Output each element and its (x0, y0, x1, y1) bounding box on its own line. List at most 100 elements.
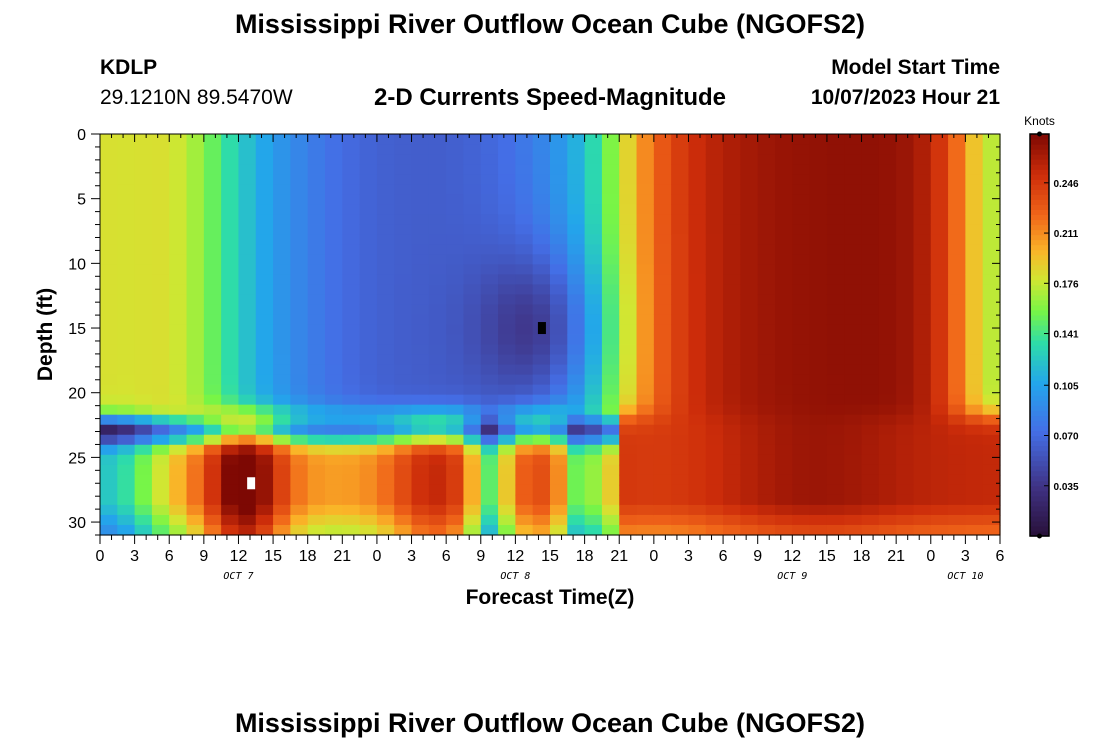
colorbar-swatch (1030, 244, 1049, 251)
heatmap-cell (740, 314, 759, 326)
heatmap-cell (723, 234, 741, 245)
heatmap-cell (134, 184, 153, 195)
heatmap-cell (325, 464, 343, 476)
colorbar-swatch (1030, 470, 1049, 477)
heatmap-cell (826, 174, 845, 185)
heatmap-cell (203, 504, 222, 516)
heatmap-cell (394, 424, 413, 436)
heatmap-cell (290, 264, 309, 275)
heatmap-cell (809, 484, 828, 496)
heatmap-cell (757, 354, 776, 366)
heatmap-cell (740, 324, 759, 336)
heatmap-cell (480, 474, 499, 486)
heatmap-cell (186, 194, 205, 205)
heatmap-cell (463, 414, 482, 426)
heatmap-cell (913, 414, 932, 426)
heatmap-cell (705, 174, 724, 185)
heatmap-cell (359, 514, 378, 526)
heatmap-cell (428, 184, 447, 195)
heatmap-cell (498, 194, 516, 205)
heatmap-cell (238, 484, 257, 496)
heatmap-cell (688, 314, 707, 326)
heatmap-cell (584, 144, 603, 155)
heatmap-cell (186, 404, 205, 416)
heatmap-cell (550, 494, 568, 506)
heatmap-cell (792, 524, 811, 536)
heatmap-cell (238, 164, 257, 175)
heatmap-cell (775, 404, 793, 416)
heatmap-cell (913, 284, 932, 296)
heatmap-cell (653, 454, 672, 466)
heatmap-cell (896, 154, 915, 165)
heatmap-cell (498, 494, 516, 506)
heatmap-cell (238, 374, 257, 386)
heatmap-cell (221, 164, 240, 175)
heatmap-cell (619, 464, 638, 476)
heatmap-cell (273, 464, 291, 476)
heatmap-cell (446, 454, 465, 466)
heatmap-cell (757, 514, 776, 526)
heatmap-cell (584, 224, 603, 235)
heatmap-cell (705, 524, 724, 536)
heatmap-cell (290, 194, 309, 205)
heatmap-cell (342, 394, 361, 406)
heatmap-cell (428, 134, 447, 145)
heatmap-cell (411, 244, 430, 255)
heatmap-cell (169, 144, 188, 155)
heatmap-cell (688, 294, 707, 306)
heatmap-cell (550, 414, 568, 426)
heatmap-cell (723, 194, 741, 205)
heatmap-cell (601, 164, 620, 175)
heatmap-cell (584, 174, 603, 185)
heatmap-cell (601, 464, 620, 476)
heatmap-cell (186, 144, 205, 155)
heatmap-cell (428, 234, 447, 245)
heatmap-cell (255, 204, 274, 215)
heatmap-cell (359, 374, 378, 386)
heatmap-cell (255, 504, 274, 516)
heatmap-cell (948, 234, 966, 245)
heatmap-cell (723, 254, 741, 265)
heatmap-cell (653, 414, 672, 426)
heatmap-cell (376, 194, 395, 205)
heatmap-cell (186, 334, 205, 346)
y-axis-label: Depth (ft) (34, 288, 57, 381)
heatmap-cell (394, 214, 413, 225)
heatmap-cell (307, 164, 326, 175)
heatmap-cell (100, 354, 118, 366)
heatmap-cell (740, 474, 759, 486)
heatmap-cell (844, 424, 863, 436)
heatmap-cell (255, 324, 274, 336)
heatmap-cell (601, 524, 620, 536)
heatmap-cell (584, 304, 603, 316)
heatmap-cell (463, 294, 482, 306)
heatmap-cell (653, 294, 672, 306)
heatmap-cell (705, 214, 724, 225)
heatmap-cell (411, 224, 430, 235)
heatmap-cell (705, 284, 724, 296)
heatmap-cell (359, 234, 378, 245)
heatmap-cell (515, 244, 534, 255)
heatmap-cell (221, 494, 240, 506)
x-tick-label: 3 (961, 548, 970, 565)
heatmap-cell (428, 254, 447, 265)
heatmap-cell (965, 434, 984, 446)
heatmap-cell (723, 394, 741, 406)
heatmap-cell (671, 184, 690, 195)
heatmap-cell (550, 264, 568, 275)
heatmap-cell (359, 154, 378, 165)
heatmap-cell (688, 144, 707, 155)
heatmap-cell (601, 134, 620, 145)
heatmap-cell (982, 494, 1001, 506)
heatmap-cell (636, 234, 655, 245)
colorbar-swatch (1030, 455, 1049, 462)
heatmap-cell (913, 224, 932, 235)
heatmap-cell (515, 464, 534, 476)
heatmap-cell (982, 314, 1001, 326)
heatmap-cell (446, 394, 465, 406)
heatmap-cell (844, 234, 863, 245)
heatmap-cell (342, 434, 361, 446)
heatmap-cell (290, 464, 309, 476)
heatmap-cell (584, 474, 603, 486)
heatmap-cell (394, 504, 413, 516)
